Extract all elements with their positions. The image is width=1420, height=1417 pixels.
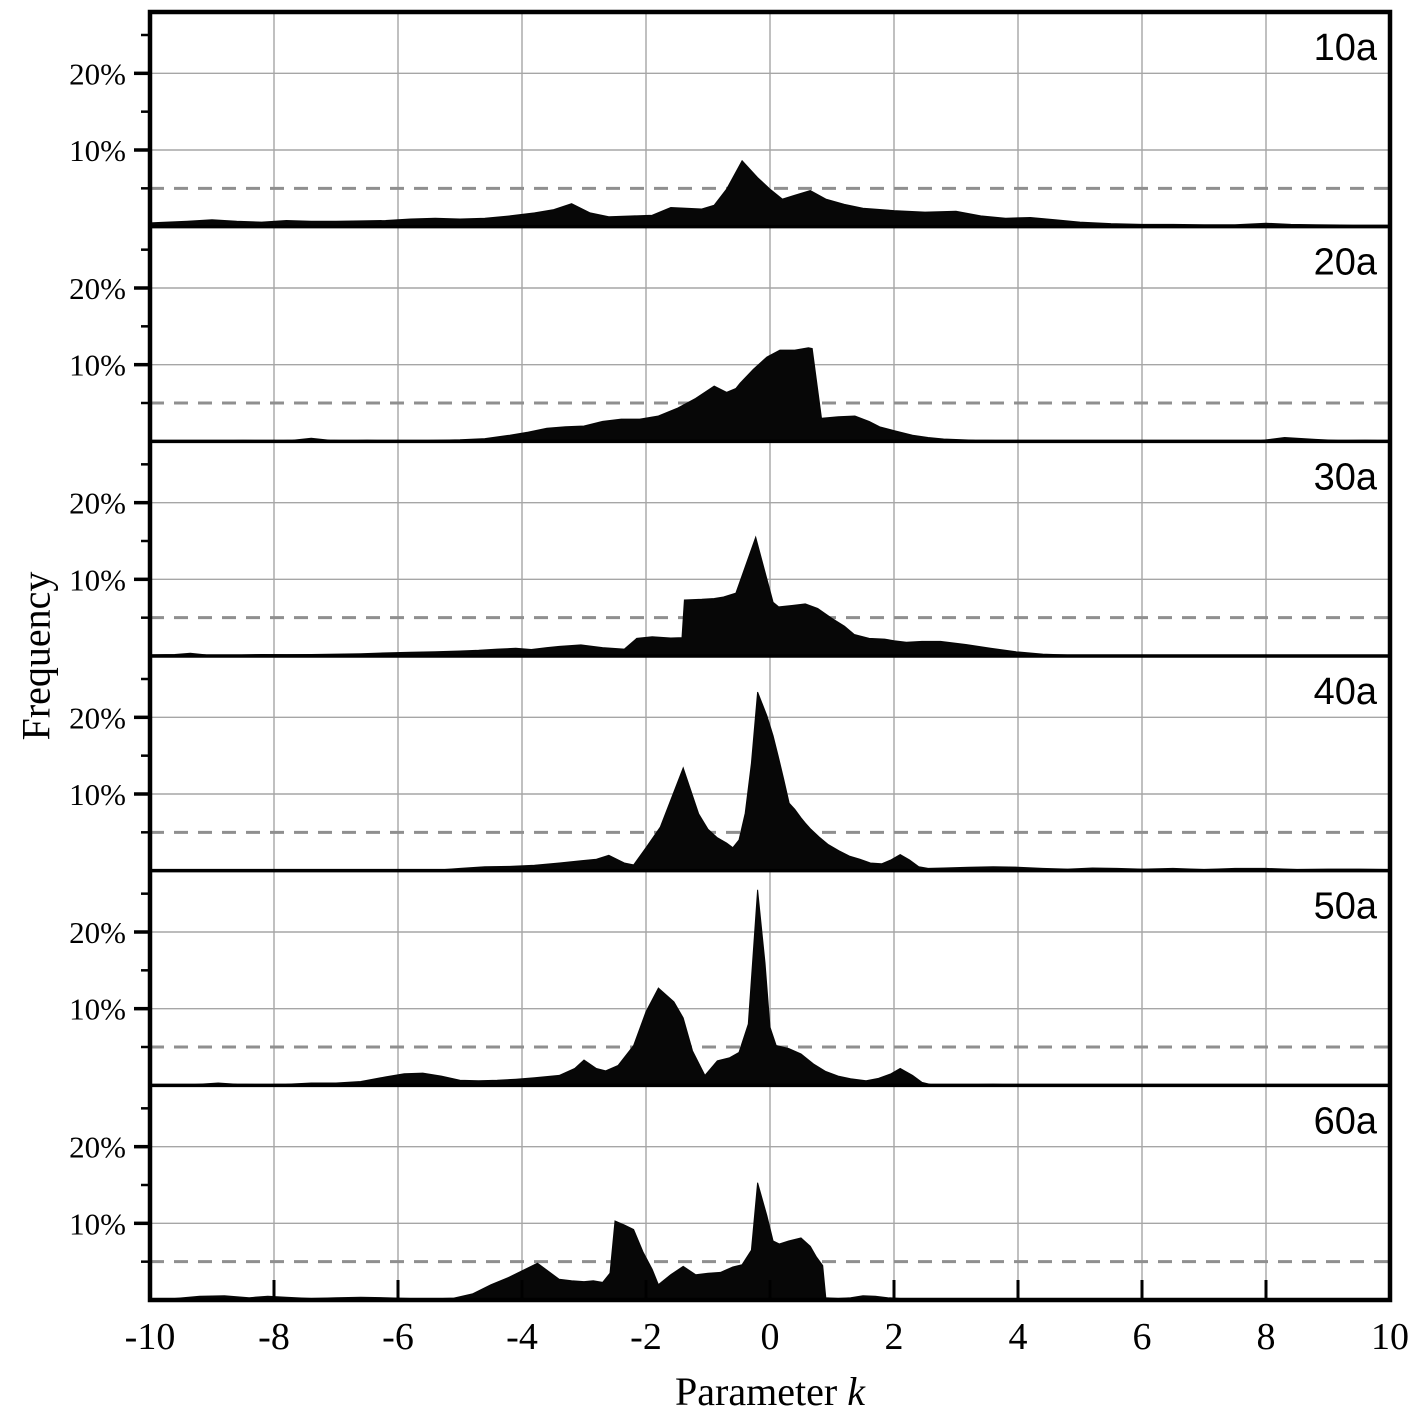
panel-label-50a: 50a	[1314, 886, 1378, 928]
panel-label-40a: 40a	[1314, 671, 1378, 713]
y-tick-label-20: 20%	[69, 700, 126, 735]
panel-label-20a: 20a	[1314, 242, 1378, 284]
panel-label-10a: 10a	[1314, 27, 1378, 69]
y-tick-label-10: 10%	[69, 562, 126, 597]
panel-50a: 10% 20% 50a	[69, 870, 1391, 1086]
y-tick-label-10: 10%	[69, 133, 126, 168]
panel-label-60a: 60a	[1314, 1100, 1378, 1142]
x-tick-label-6: 6	[1133, 1316, 1152, 1358]
x-tick-label--4: -4	[506, 1316, 538, 1358]
x-axis-title-text: Parameter	[675, 1369, 848, 1414]
x-tick-label-0: 0	[761, 1316, 780, 1358]
x-tick-label-4: 4	[1009, 1316, 1028, 1358]
x-tick-label--2: -2	[630, 1316, 662, 1358]
y-axis-title: Frequency	[13, 571, 59, 741]
y-tick-label-20: 20%	[69, 1130, 126, 1165]
y-tick-label-10: 10%	[69, 777, 126, 812]
area-series-30a	[149, 535, 1391, 657]
y-tick-label-20: 20%	[69, 486, 126, 521]
y-tick-label-10: 10%	[69, 1206, 126, 1241]
x-tick-label--10: -10	[125, 1316, 176, 1358]
y-tick-label-20: 20%	[69, 56, 126, 91]
x-tick-label-8: 8	[1257, 1316, 1276, 1358]
panel-10a: 10% 20% 10a	[69, 12, 1391, 228]
panel-30a: 10% 20% 30a	[69, 441, 1391, 657]
area-series-40a	[149, 691, 1391, 872]
y-tick-label-20: 20%	[69, 271, 126, 306]
area-series-10a	[149, 159, 1391, 228]
x-tick-label-10: 10	[1371, 1316, 1409, 1358]
x-axis-title: Parameter k	[150, 1368, 1390, 1415]
x-axis-title-symbol: k	[847, 1369, 865, 1414]
area-series-20a	[149, 347, 1391, 442]
y-tick-label-10: 10%	[69, 992, 126, 1027]
panel-label-30a: 30a	[1314, 456, 1378, 498]
panel-40a: 10% 20% 40a	[69, 656, 1391, 872]
x-tick-label--8: -8	[258, 1316, 290, 1358]
panel-20a: 10% 20% 20a	[69, 226, 1391, 442]
plot-frame	[147, 9, 1393, 1303]
x-tick-label--6: -6	[382, 1316, 414, 1358]
panel-60a: 10% 20% 60a	[69, 1085, 1391, 1301]
y-tick-label-10: 10%	[69, 348, 126, 383]
y-tick-label-20: 20%	[69, 915, 126, 950]
x-tick-label-2: 2	[885, 1316, 904, 1358]
